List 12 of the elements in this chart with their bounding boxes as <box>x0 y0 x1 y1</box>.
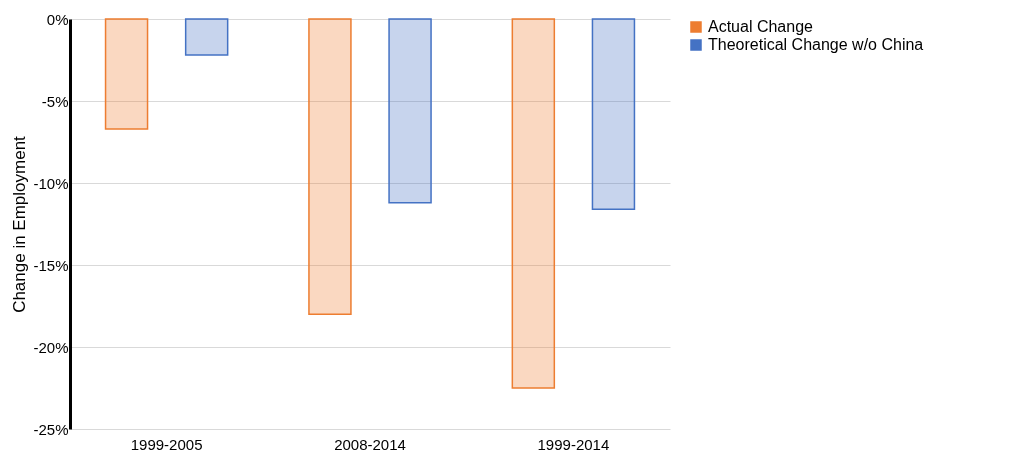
x-tick-label: 2008-2014 <box>334 435 406 453</box>
y-tick-label: -10% <box>33 174 69 192</box>
y-tick-label: -20% <box>33 338 69 356</box>
y-tick-label: -25% <box>33 420 69 438</box>
y-tick-label: 0% <box>46 10 69 28</box>
legend-label: Theoretical Change w/o China <box>708 36 924 53</box>
x-tick-label: 1999-2014 <box>537 435 610 453</box>
y-tick-label: -5% <box>41 92 69 110</box>
y-tick-label: -15% <box>33 256 69 274</box>
legend-label: Actual Change <box>708 18 814 35</box>
y-axis-title: Change in Employment <box>10 135 30 313</box>
x-tick-label: 1999-2005 <box>130 435 203 453</box>
